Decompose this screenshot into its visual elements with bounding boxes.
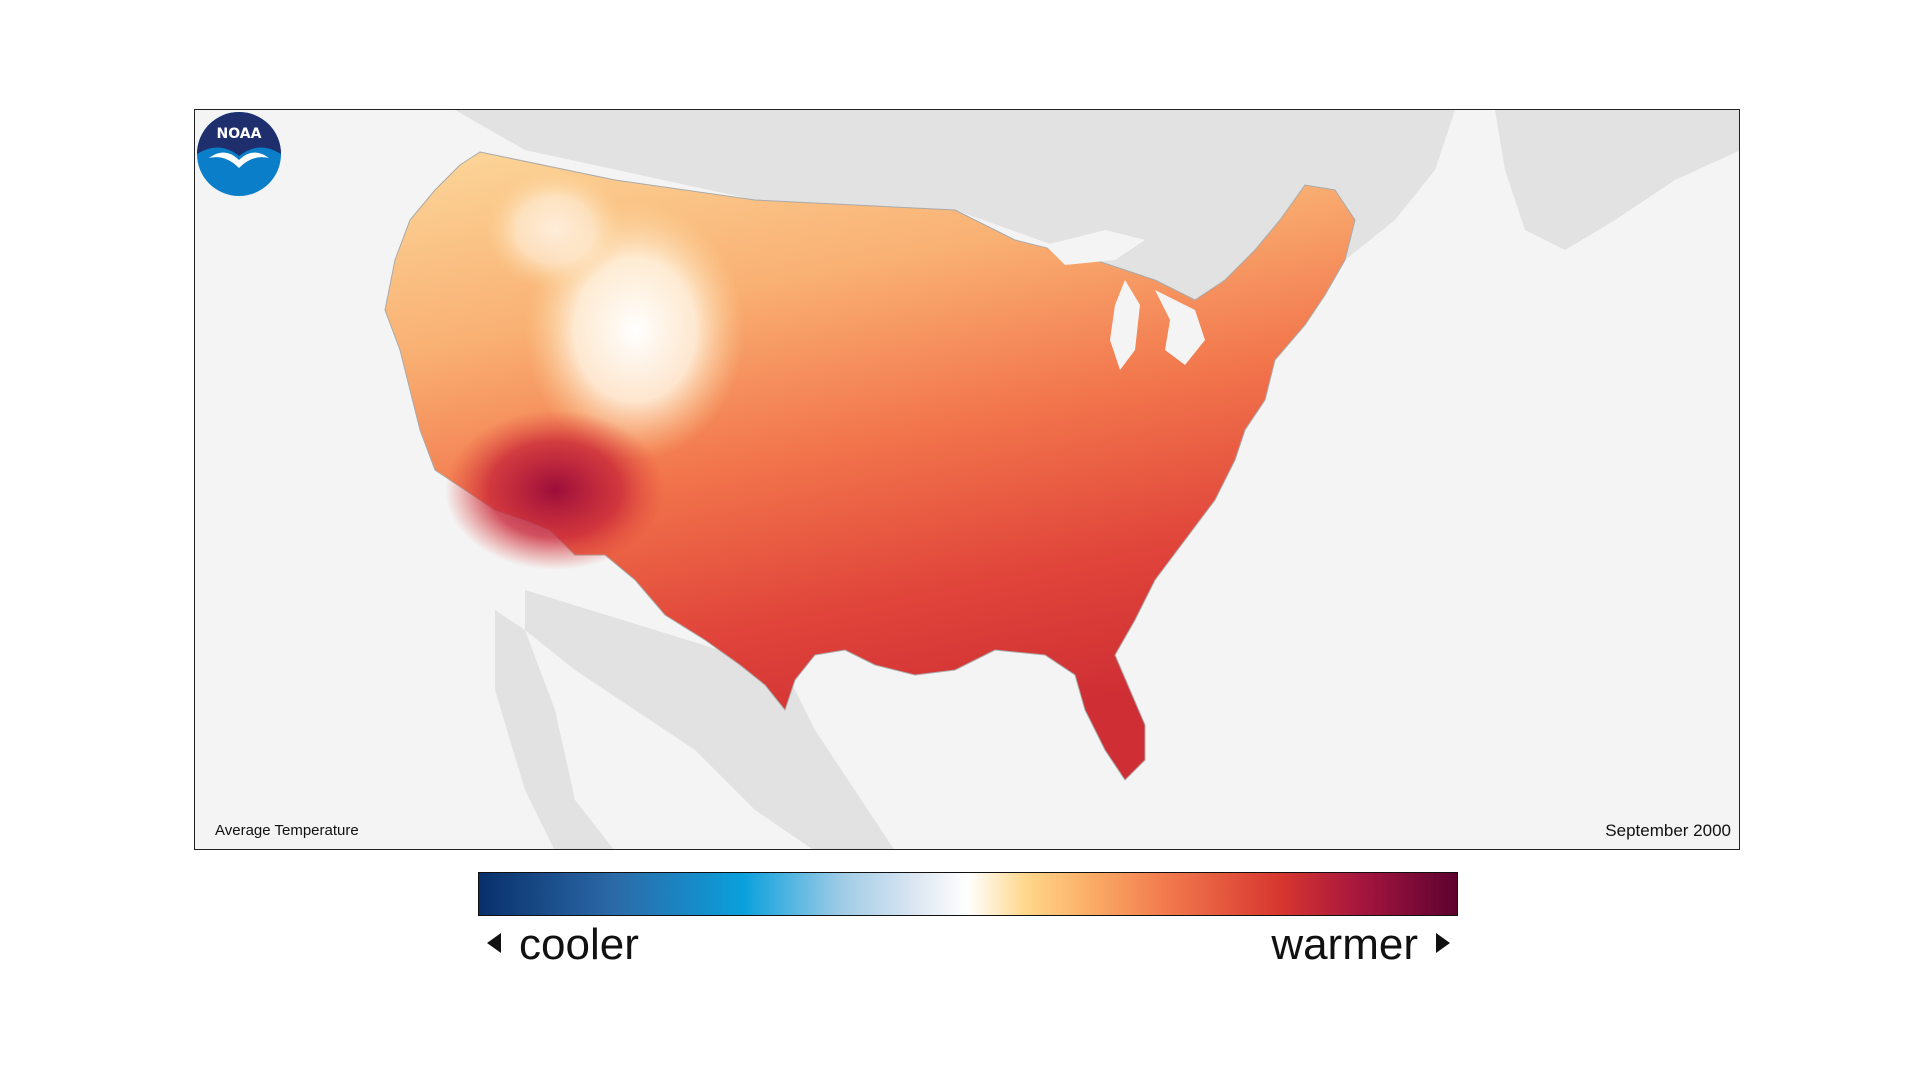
right-arrow-icon <box>1436 933 1450 954</box>
legend-cooler: cooler <box>487 915 639 975</box>
legend-warmer-label: warmer <box>1271 920 1418 969</box>
legend-warmer: warmer <box>1271 915 1450 975</box>
lake-michigan <box>1110 280 1140 370</box>
baja-landmass <box>495 610 614 849</box>
legend-cooler-label: cooler <box>519 920 639 969</box>
lake-huron-erie <box>1155 290 1205 365</box>
map-variable-label: Average Temperature <box>215 822 359 839</box>
noaa-logo-text: NOAA <box>217 126 262 142</box>
temperature-map: NOAA Average Temperature September 2000 <box>194 109 1740 850</box>
northern-rockies-cool-region <box>485 170 625 290</box>
noaa-logo: NOAA <box>197 112 281 196</box>
color-scale-bar <box>478 872 1458 916</box>
lake-superior <box>1045 230 1145 265</box>
map-canvas <box>384 110 1739 849</box>
left-arrow-icon <box>487 933 501 954</box>
southwest-hot-region <box>445 410 665 570</box>
atlantic-canada-landmass <box>1495 110 1739 250</box>
map-date-label: September 2000 <box>1605 821 1731 840</box>
mexico-landmass <box>525 590 894 849</box>
